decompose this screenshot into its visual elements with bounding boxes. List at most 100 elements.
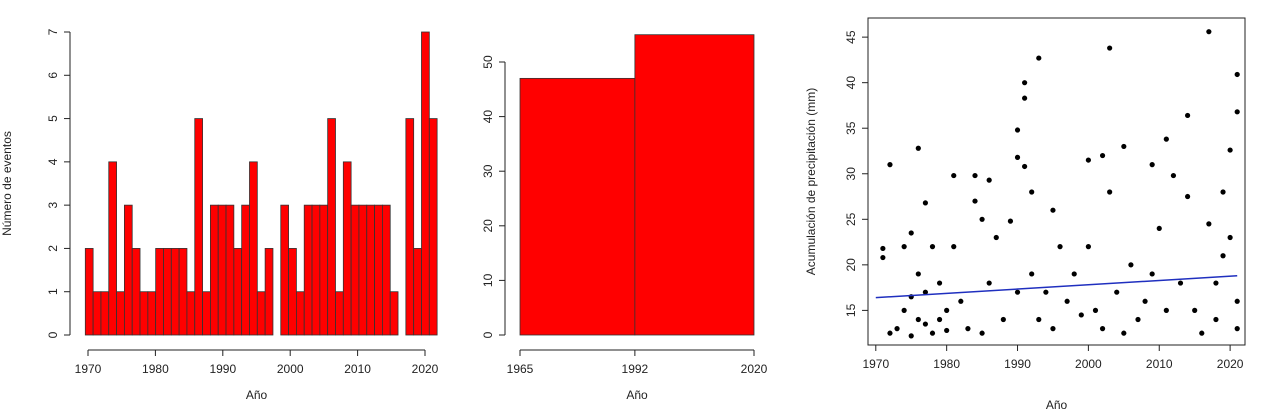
bar — [303, 204, 313, 336]
y-tick-label: 5 — [46, 115, 60, 122]
bar — [389, 291, 399, 336]
y-tick-label: 20 — [844, 258, 858, 272]
x-axis-label: Año — [246, 388, 268, 402]
x-tick-label: 1970 — [75, 362, 102, 376]
point — [1163, 136, 1169, 142]
y-tick-label: 15 — [844, 303, 858, 317]
point — [1170, 172, 1177, 179]
point — [1050, 207, 1056, 213]
x-tick-label: 2000 — [277, 362, 304, 376]
point — [951, 244, 957, 250]
bar — [225, 204, 235, 336]
point — [922, 289, 929, 295]
y-tick-label: 20 — [481, 219, 495, 233]
bar — [147, 291, 157, 336]
fit-line — [875, 275, 1238, 299]
x-tick-label: 1970 — [862, 357, 889, 371]
plot-box — [867, 17, 1246, 346]
point — [1114, 289, 1120, 295]
point — [1029, 271, 1035, 277]
bar — [241, 204, 250, 336]
point — [1071, 271, 1077, 277]
bar — [421, 31, 430, 336]
point — [1107, 45, 1113, 51]
point — [1022, 80, 1028, 86]
y-tick-label: 2 — [46, 245, 60, 252]
point — [1007, 218, 1014, 224]
point — [986, 280, 992, 286]
bar — [311, 204, 321, 336]
bar — [131, 248, 141, 336]
y-tick-label: 40 — [481, 110, 495, 124]
point — [1149, 162, 1155, 168]
point — [922, 321, 929, 327]
point — [1156, 225, 1162, 232]
bar — [327, 118, 336, 336]
bar — [123, 204, 133, 336]
bar — [186, 291, 196, 336]
point — [1234, 109, 1240, 115]
point — [1014, 289, 1021, 295]
point — [1121, 330, 1127, 336]
point — [1128, 262, 1134, 268]
y-tick-label: 40 — [844, 76, 858, 90]
point — [1184, 112, 1191, 119]
point — [929, 330, 936, 336]
point — [901, 307, 907, 313]
point — [1234, 71, 1240, 78]
bar — [413, 248, 422, 336]
bar — [249, 161, 258, 336]
point — [951, 172, 957, 179]
y-tick-label: 45 — [844, 30, 858, 44]
point — [1000, 316, 1006, 323]
bar — [155, 248, 164, 336]
point — [1121, 143, 1127, 150]
bar — [209, 204, 219, 336]
point — [1192, 307, 1198, 313]
point — [944, 307, 950, 313]
point — [929, 244, 936, 250]
point — [936, 316, 943, 323]
point — [915, 271, 921, 277]
bar — [163, 248, 172, 336]
bar — [202, 291, 211, 336]
point — [1092, 307, 1099, 313]
point — [1107, 189, 1113, 195]
point — [1022, 163, 1028, 170]
bar — [428, 118, 438, 336]
x-tick-label: 1980 — [933, 357, 960, 371]
point — [1057, 244, 1063, 250]
y-tick-label: 0 — [481, 331, 495, 338]
point — [1234, 298, 1240, 304]
point — [1227, 234, 1233, 241]
x-tick-label: 2010 — [344, 362, 371, 376]
bar — [405, 118, 415, 336]
bar — [374, 204, 383, 336]
point — [1064, 298, 1070, 304]
bar — [280, 204, 289, 336]
x-tick-label: 1965 — [507, 362, 534, 376]
point — [1220, 253, 1226, 259]
point — [880, 254, 886, 261]
x-tick-label: 2000 — [1075, 357, 1102, 371]
point — [894, 326, 900, 332]
y-tick-label: 10 — [481, 273, 495, 287]
point — [922, 200, 929, 206]
x-tick-label: 2020 — [1217, 357, 1244, 371]
point — [908, 230, 914, 236]
point — [965, 326, 971, 332]
x-tick-label: 1990 — [209, 362, 236, 376]
y-tick-label: 0 — [46, 331, 60, 338]
y-tick-label: 25 — [844, 212, 858, 226]
bar — [92, 291, 102, 336]
x-tick-label: 2020 — [741, 362, 768, 376]
point — [936, 280, 943, 286]
bar — [194, 118, 203, 336]
x-tick-label: 2020 — [412, 362, 439, 376]
y-axis-label: Acumulación de precipitación (mm) — [804, 88, 818, 275]
bar — [233, 248, 243, 336]
point — [915, 316, 921, 323]
bar — [634, 34, 755, 336]
y-tick-label: 4 — [46, 158, 60, 165]
